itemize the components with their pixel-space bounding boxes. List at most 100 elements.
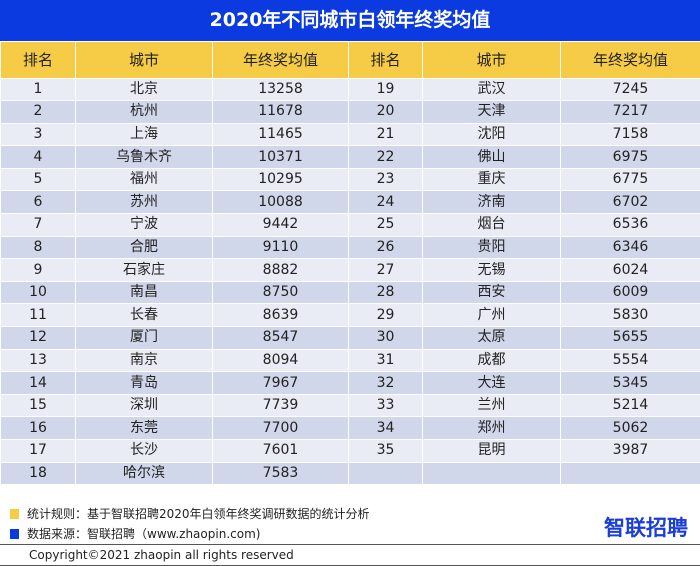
rank-cell: 22 — [348, 145, 423, 169]
city-cell: 青岛 — [75, 371, 213, 395]
rank-cell: 6 — [0, 190, 76, 215]
copyright: Copyright©2021 zhaopin all rights reserv… — [0, 544, 700, 566]
bonus-cell: 7739 — [212, 394, 349, 418]
table-row: 7 宁波 9442 25 烟台 6536 — [0, 213, 700, 237]
city-cell: 济南 — [422, 190, 561, 215]
city-cell: 太原 — [422, 326, 561, 350]
table-row: 12 厦门 8547 30 太原 5655 — [0, 326, 700, 350]
rank-cell: 17 — [0, 439, 76, 463]
rank-cell: 8 — [0, 236, 76, 260]
bonus-cell: 13258 — [212, 78, 349, 102]
table-row: 3 上海 11465 21 沈阳 7158 — [0, 123, 700, 147]
table-row: 14 青岛 7967 32 大连 5345 — [0, 371, 700, 395]
bonus-cell: 7245 — [560, 78, 700, 102]
city-cell: 兰州 — [422, 394, 561, 418]
rank-cell: 28 — [348, 281, 423, 305]
bonus-cell — [560, 462, 700, 486]
table-row: 17 长沙 7601 35 昆明 3987 — [0, 439, 700, 463]
table-row: 11 长春 8639 29 广州 5830 — [0, 303, 700, 328]
bonus-cell: 5554 — [560, 349, 700, 373]
city-cell: 合肥 — [75, 236, 213, 260]
rank-cell: 32 — [348, 371, 423, 395]
rank-cell: 25 — [348, 213, 423, 237]
blue-square-icon — [10, 528, 19, 539]
source-text: 数据来源：智联招聘（www.zhaopin.com) — [27, 527, 261, 541]
rank-cell: 3 — [0, 123, 76, 147]
rank-cell — [348, 462, 423, 486]
bonus-cell: 8547 — [212, 326, 349, 350]
rank-cell: 13 — [0, 349, 76, 373]
city-cell: 东莞 — [75, 416, 213, 440]
rank-cell: 11 — [0, 303, 76, 328]
city-cell: 福州 — [75, 168, 213, 192]
city-cell: 长沙 — [75, 439, 213, 463]
city-cell: 厦门 — [75, 326, 213, 350]
bonus-cell: 7700 — [212, 416, 349, 440]
bonus-cell: 6024 — [560, 258, 700, 282]
rank-cell: 21 — [348, 123, 423, 147]
city-cell: 郑州 — [422, 416, 561, 440]
rank-cell: 4 — [0, 145, 76, 169]
city-cell: 石家庄 — [75, 258, 213, 282]
bonus-cell: 10371 — [212, 145, 349, 169]
city-cell: 武汉 — [422, 78, 561, 102]
bonus-cell: 3987 — [560, 439, 700, 463]
column-header: 排名 — [0, 42, 76, 79]
bonus-cell: 9442 — [212, 213, 349, 237]
city-cell: 成都 — [422, 349, 561, 373]
city-cell: 南昌 — [75, 281, 213, 305]
rank-cell: 33 — [348, 394, 423, 418]
column-header: 排名 — [348, 42, 423, 79]
rank-cell: 31 — [348, 349, 423, 373]
bonus-cell: 6775 — [560, 168, 700, 192]
rule-text: 统计规则：基于智联招聘2020年白领年终奖调研数据的统计分析 — [27, 507, 370, 521]
rank-cell: 2 — [0, 100, 76, 124]
city-cell: 哈尔滨 — [75, 462, 213, 486]
table-row: 6 苏州 10088 24 济南 6702 — [0, 190, 700, 215]
city-cell — [422, 462, 561, 486]
table-row: 1 北京 13258 19 武汉 7245 — [0, 78, 700, 102]
city-cell: 佛山 — [422, 145, 561, 169]
city-cell: 沈阳 — [422, 123, 561, 147]
bonus-cell: 9110 — [212, 236, 349, 260]
table-row: 9 石家庄 8882 27 无锡 6024 — [0, 258, 700, 282]
city-cell: 北京 — [75, 78, 213, 102]
bonus-cell: 6009 — [560, 281, 700, 305]
city-cell: 乌鲁木齐 — [75, 145, 213, 169]
bonus-cell: 6536 — [560, 213, 700, 237]
city-cell: 烟台 — [422, 213, 561, 237]
rank-cell: 12 — [0, 326, 76, 350]
column-header: 年终奖均值 — [212, 42, 349, 79]
column-header: 城市 — [422, 42, 561, 79]
page-title: 2020年不同城市白领年终奖均值 — [0, 0, 700, 41]
rank-cell: 18 — [0, 462, 76, 486]
rank-cell: 19 — [348, 78, 423, 102]
city-cell: 南京 — [75, 349, 213, 373]
table-row: 8 合肥 9110 26 贵阳 6346 — [0, 236, 700, 260]
zhaopin-logo: 智联招聘 — [604, 516, 688, 540]
table-row: 16 东莞 7700 34 郑州 5062 — [0, 416, 700, 440]
rank-cell: 16 — [0, 416, 76, 440]
legend-source: 数据来源：智联招聘（www.zhaopin.com) — [10, 525, 260, 542]
table-row: 18 哈尔滨 7583 — [0, 462, 700, 486]
rank-cell: 29 — [348, 303, 423, 328]
table-row: 2 杭州 11678 20 天津 7217 — [0, 100, 700, 124]
bonus-cell: 5655 — [560, 326, 700, 350]
bonus-cell: 8750 — [212, 281, 349, 305]
rank-cell: 7 — [0, 213, 76, 237]
city-cell: 重庆 — [422, 168, 561, 192]
table-row: 10 南昌 8750 28 西安 6009 — [0, 281, 700, 305]
city-cell: 上海 — [75, 123, 213, 147]
rank-cell: 10 — [0, 281, 76, 305]
bonus-cell: 11465 — [212, 123, 349, 147]
rank-cell: 9 — [0, 258, 76, 282]
rank-cell: 5 — [0, 168, 76, 192]
bonus-cell: 6975 — [560, 145, 700, 169]
city-cell: 长春 — [75, 303, 213, 328]
bonus-cell: 7967 — [212, 371, 349, 395]
rank-cell: 23 — [348, 168, 423, 192]
bonus-cell: 5830 — [560, 303, 700, 328]
bonus-cell: 6702 — [560, 190, 700, 215]
bonus-cell: 8639 — [212, 303, 349, 328]
city-cell: 西安 — [422, 281, 561, 305]
